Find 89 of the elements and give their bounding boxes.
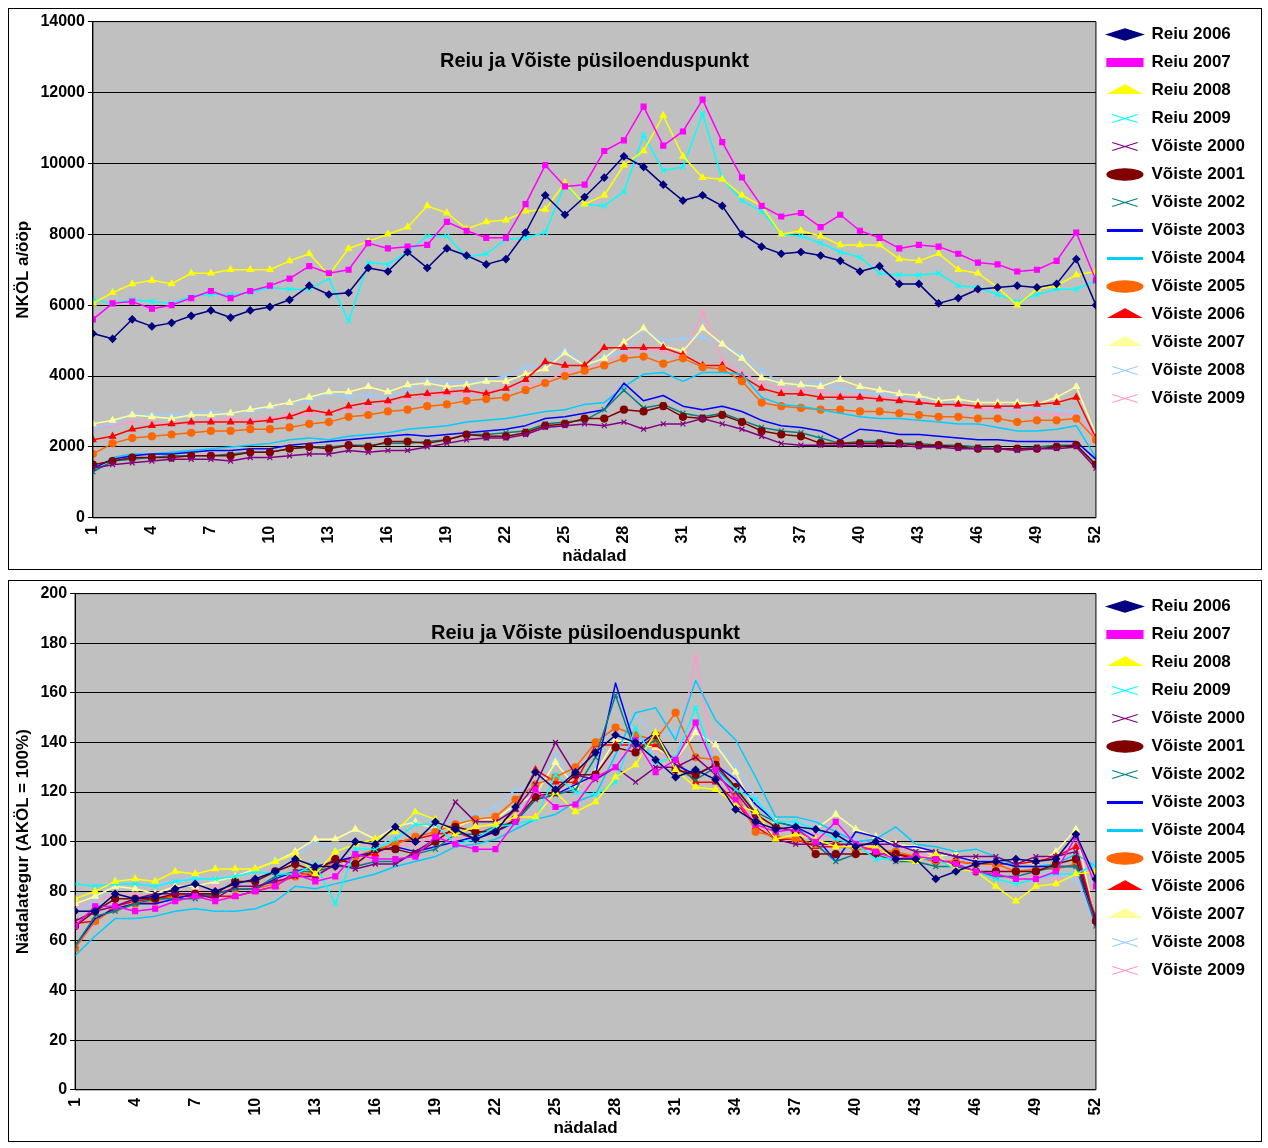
legend-label: Võiste 2000	[1151, 708, 1245, 728]
y-tick-label: 120	[40, 782, 68, 800]
y-tick-label: 0	[58, 1080, 68, 1098]
legend-label: Võiste 2003	[1151, 220, 1245, 240]
legend-label: Võiste 2002	[1151, 764, 1245, 784]
x-tick-label: 25	[555, 525, 573, 544]
y-tick-label: 4000	[49, 366, 85, 384]
x-tick-label: 16	[378, 525, 396, 544]
x-tick-label: 46	[968, 525, 986, 544]
x-tick-label: 49	[1026, 1097, 1044, 1116]
text: Reiu ja Võiste püsiloenduspunkt	[439, 49, 750, 72]
legend-label: Võiste 2006	[1151, 304, 1245, 324]
y-tick-label: 80	[49, 881, 68, 899]
x-tick-label: 37	[791, 525, 809, 544]
y-tick-label: 14000	[40, 12, 85, 30]
y-tick-label: 160	[40, 683, 68, 701]
y-tick-label: 10000	[40, 153, 85, 171]
x-tick-label: 43	[909, 525, 927, 544]
y-tick-label: 2000	[49, 437, 85, 455]
x-tick-label: 4	[142, 525, 160, 535]
x-tick-label: 31	[673, 525, 691, 544]
y-tick-label: 100	[40, 832, 68, 850]
x-tick-label: 25	[545, 1097, 563, 1116]
y-tick-label: 6000	[49, 295, 85, 313]
legend-label: Võiste 2009	[1151, 960, 1245, 980]
x-tick-label: 13	[319, 525, 337, 544]
legend-label: Võiste 2001	[1151, 164, 1245, 184]
legend-label: Võiste 2008	[1151, 360, 1245, 380]
y-tick-label: 40	[49, 980, 68, 998]
x-tick-label: 10	[245, 1097, 263, 1116]
legend-label: Võiste 2007	[1151, 332, 1245, 352]
legend-label: Võiste 2008	[1151, 932, 1245, 952]
legend-label: Reiu 2008	[1151, 652, 1231, 672]
x-tick-label: 52	[1086, 525, 1104, 544]
x-tick-label: 40	[846, 1097, 864, 1116]
y-tick-label: 8000	[49, 224, 85, 242]
legend-label: Reiu 2007	[1151, 52, 1231, 72]
x-tick-label: 7	[185, 1097, 203, 1107]
legend-label: Võiste 2004	[1151, 248, 1246, 268]
x-tick-label: 31	[666, 1097, 683, 1116]
x-tick-label: 34	[726, 1097, 744, 1116]
legend-label: Võiste 2004	[1151, 820, 1246, 840]
x-tick-label: 1	[83, 525, 101, 535]
x-axis-title: nädalad	[562, 546, 627, 566]
legend-label: Võiste 2002	[1151, 192, 1245, 212]
x-tick-label: 46	[966, 1097, 984, 1116]
legend-label: Võiste 2003	[1151, 792, 1245, 812]
y-tick-label: 12000	[40, 82, 85, 100]
legend-label: Reiu 2006	[1151, 24, 1231, 44]
x-tick-label: 37	[786, 1097, 804, 1116]
x-tick-label: 13	[305, 1097, 323, 1116]
legend-label: Võiste 2006	[1151, 876, 1245, 896]
legend-label: Võiste 2009	[1151, 388, 1245, 408]
x-tick-label: 28	[614, 525, 632, 544]
legend-label: Reiu 2008	[1151, 80, 1231, 100]
x-tick-label: 22	[485, 1097, 503, 1116]
y-tick-label: 200	[40, 584, 68, 602]
legend-label: Võiste 2007	[1151, 904, 1245, 924]
x-tick-label: 19	[437, 525, 455, 544]
y-tick-label: 20	[49, 1030, 68, 1048]
x-tick-label: 52	[1086, 1097, 1104, 1116]
x-tick-label: 22	[496, 525, 514, 544]
y-axis-title: NKÖL a/ööp	[12, 220, 32, 319]
legend-label: Reiu 2007	[1151, 624, 1231, 644]
y-tick-label: 140	[40, 732, 68, 750]
legend-label: Võiste 2000	[1151, 136, 1245, 156]
legend-label: Reiu 2009	[1151, 680, 1231, 700]
y-tick-label: 180	[40, 633, 68, 651]
x-tick-label: 40	[850, 525, 868, 544]
y-tick-label: 60	[49, 931, 68, 949]
x-tick-label: 16	[365, 1097, 383, 1116]
x-tick-label: 4	[125, 1097, 143, 1107]
legend-label: Võiste 2005	[1151, 848, 1245, 868]
legend-label: Võiste 2005	[1151, 276, 1245, 296]
legend-label: Reiu 2009	[1151, 108, 1231, 128]
x-tick-label: 34	[732, 525, 750, 544]
y-axis-title: Nädalategur (AKÖL = 100%)	[12, 729, 32, 955]
x-tick-label: 10	[260, 525, 278, 544]
text: Reiu ja Võiste püsiloenduspunkt	[431, 621, 741, 644]
y-tick-label: 0	[75, 508, 85, 526]
x-tick-label: 7	[201, 525, 219, 535]
x-tick-label: 43	[906, 1097, 924, 1116]
x-tick-label: 1	[65, 1097, 83, 1107]
legend-label: Reiu 2006	[1151, 596, 1231, 616]
legend-label: Võiste 2001	[1151, 736, 1245, 756]
x-tick-label: 19	[425, 1097, 443, 1116]
x-tick-label: 28	[605, 1097, 623, 1116]
x-tick-label: 49	[1027, 525, 1045, 544]
x-axis-title: nädalad	[553, 1118, 618, 1138]
